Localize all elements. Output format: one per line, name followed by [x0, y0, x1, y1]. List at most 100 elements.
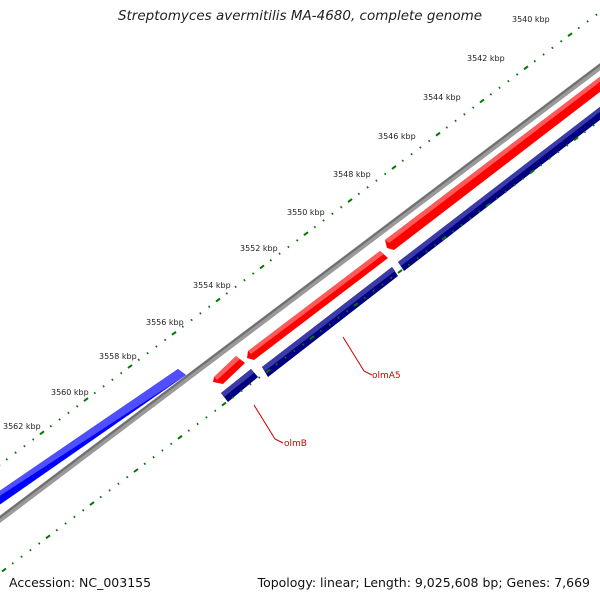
scale-tick-upper — [375, 179, 378, 182]
scale-tick-lower — [81, 509, 85, 512]
gene-olmA5[interactable] — [213, 73, 600, 384]
scale-tick-lower — [284, 356, 287, 359]
scale-tick-upper — [445, 126, 449, 129]
scale-tick-upper — [366, 186, 369, 189]
scale-tick-upper — [391, 165, 397, 170]
scale-tick-upper — [577, 26, 581, 30]
scale-tick-lower — [293, 349, 296, 353]
scale-tick-lower — [513, 183, 516, 187]
scale-labels: 3540 kbp 3542 kbp 3544 kbp 3546 kbp 3548… — [3, 15, 550, 431]
scale-tick-lower — [240, 389, 243, 393]
gene-label-olmB-group[interactable]: olmB — [253, 404, 307, 449]
scale-tick-upper — [533, 59, 537, 63]
scale-tick-lower — [565, 144, 569, 147]
scale-tick-lower — [249, 382, 252, 386]
scale-tick-upper — [454, 119, 457, 123]
scale-tick-lower — [205, 416, 208, 419]
gene-label-olmA5-group[interactable]: olmA5 — [342, 336, 401, 381]
scale-tick-lower — [425, 250, 428, 253]
scale-tick-lower — [169, 442, 173, 446]
scale-tick-upper — [14, 451, 17, 454]
scale-tick-upper — [401, 159, 404, 162]
scale-tick-lower — [389, 276, 393, 280]
scale-tick-lower — [45, 534, 51, 540]
scale-tick-upper — [498, 86, 501, 90]
scale-tick-upper — [322, 219, 325, 222]
scale-tick-upper — [410, 152, 413, 156]
scale-tick-lower — [177, 434, 183, 440]
scale-tick-upper — [259, 264, 265, 270]
scale-tick-upper — [252, 272, 255, 275]
scale-tick-upper — [146, 351, 149, 355]
scale-tick-lower — [345, 309, 349, 313]
scale-tick-lower — [265, 368, 271, 374]
gene-label-olmB[interactable]: olmB — [284, 439, 307, 449]
scale-tick-lower — [73, 515, 76, 519]
scale-tick-lower — [152, 455, 155, 459]
scale-tick-upper — [595, 13, 598, 17]
scale-tick-upper — [163, 338, 167, 342]
scale-tick-upper — [479, 98, 485, 104]
gene-olmB[interactable] — [221, 103, 600, 402]
scale-tick-lower — [125, 475, 129, 479]
genome-summary-text: Topology: linear; Length: 9,025,608 bp; … — [257, 575, 590, 590]
tick-label-3542: 3542 kbp — [467, 54, 505, 63]
scale-tick-lower — [433, 243, 437, 247]
gene-blue-forward[interactable] — [0, 369, 186, 508]
scale-tick-upper — [111, 378, 114, 382]
scale-tick-upper — [32, 438, 35, 441]
scale-tick-lower — [353, 302, 359, 307]
scale-tick-upper — [102, 385, 105, 388]
tick-label-3540: 3540 kbp — [512, 15, 550, 24]
scale-tick-upper — [155, 345, 158, 348]
scale-tick-upper — [523, 65, 529, 71]
scale-ticks-upper — [0, 13, 598, 466]
scale-tick-lower — [416, 256, 419, 260]
scale-tick-lower — [108, 489, 111, 492]
scale-tick-lower — [143, 462, 147, 466]
scale-tick-lower — [231, 396, 234, 399]
scale-tick-upper — [542, 53, 545, 56]
scale-tick-upper — [225, 292, 228, 295]
scale-tick-upper — [137, 358, 141, 362]
scale-tick-lower — [309, 335, 315, 341]
scale-tick-lower — [407, 263, 411, 266]
scale-tick-lower — [477, 210, 481, 213]
scale-tick-lower — [187, 429, 190, 432]
scale-tick-upper — [427, 139, 431, 143]
scale-tick-upper — [586, 20, 589, 23]
scale-tick-lower — [583, 130, 587, 134]
scale-tick-lower — [221, 401, 227, 407]
scale-tick-lower — [196, 422, 199, 426]
scale-tick-upper — [489, 93, 493, 96]
scale-ticks-lower — [1, 124, 595, 573]
tick-label-3556: 3556 kbp — [146, 318, 184, 327]
scale-tick-upper — [567, 32, 573, 38]
scale-tick-lower — [258, 376, 261, 379]
scale-tick-upper — [435, 131, 441, 137]
scale-tick-lower — [548, 157, 551, 160]
scale-tick-lower — [328, 323, 331, 326]
scale-tick-upper — [383, 172, 387, 176]
genome-title: Streptomyces avermitilis MA-4680, comple… — [117, 8, 483, 24]
scale-tick-upper — [215, 297, 221, 303]
scale-tick-upper — [127, 364, 133, 369]
scale-tick-upper — [171, 330, 177, 336]
scale-tick-upper — [551, 46, 554, 50]
scale-tick-upper — [243, 278, 246, 282]
scale-tick-lower — [521, 177, 525, 180]
scale-tick-upper — [278, 252, 281, 255]
scale-tick-upper — [419, 146, 422, 149]
scale-tick-upper — [339, 205, 343, 209]
scale-tick-upper — [199, 312, 202, 315]
scale-tick-upper — [269, 259, 273, 262]
scale-tick-lower — [29, 548, 32, 552]
gene-label-olmA5[interactable]: olmA5 — [372, 371, 401, 381]
tick-label-3562: 3562 kbp — [3, 422, 41, 431]
tick-label-3546: 3546 kbp — [378, 132, 416, 141]
scale-tick-lower — [460, 223, 463, 227]
scale-tick-upper — [507, 79, 510, 83]
scale-tick-lower — [592, 124, 595, 127]
scale-tick-lower — [557, 150, 560, 154]
